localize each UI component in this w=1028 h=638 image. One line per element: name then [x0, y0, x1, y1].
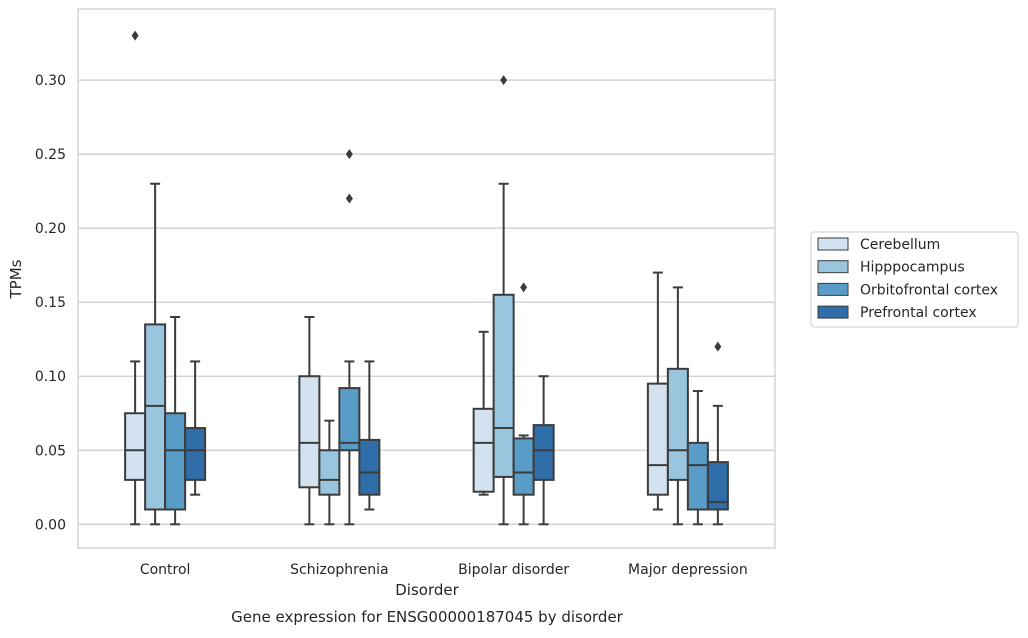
box-iqr — [164, 412, 187, 511]
legend-frame — [810, 231, 1019, 328]
box-item — [472, 330, 495, 496]
legend-label: Cerebellum — [860, 237, 940, 253]
box-item — [124, 30, 147, 526]
y-tick-label: 0.05 — [35, 443, 66, 459]
y-tick-label: 0.25 — [35, 147, 66, 163]
box-item — [318, 419, 341, 526]
x-tick-label: Control — [140, 562, 191, 578]
box-iqr — [686, 441, 709, 511]
x-tick-label: Schizophrenia — [290, 562, 388, 578]
box-item — [358, 360, 381, 511]
x-tick-label: Bipolar disorder — [458, 562, 569, 578]
x-axis-label: Disorder — [395, 581, 459, 599]
legend-swatch — [817, 260, 849, 274]
chart-caption: Gene expression for ENSG00000187045 by d… — [231, 608, 624, 626]
y-tick-labels: 0.00 0.05 0.10 0.15 0.20 0.25 0.30 — [35, 73, 66, 533]
y-tick-label: 0.10 — [35, 369, 66, 385]
box-series-layer — [124, 30, 729, 526]
series-hipppocampus — [144, 75, 689, 526]
box-item — [646, 271, 669, 511]
outlier-point — [345, 193, 353, 204]
box-iqr — [706, 461, 729, 511]
box-iqr — [144, 323, 167, 511]
box-iqr — [666, 367, 689, 481]
y-tick-label: 0.00 — [35, 517, 66, 533]
box-iqr — [318, 449, 341, 496]
y-axis-label: TPMs — [7, 259, 25, 299]
series-prefrontal-cortex — [184, 341, 729, 526]
legend-label: Prefrontal cortex — [860, 305, 977, 321]
box-item — [706, 341, 729, 526]
box-item — [532, 375, 555, 526]
outlier-point — [131, 30, 139, 41]
box-iqr — [298, 375, 321, 489]
box-item — [184, 360, 207, 496]
box-item — [338, 149, 361, 526]
y-tick-label: 0.30 — [35, 73, 66, 89]
box-iqr — [184, 427, 207, 481]
box-item — [144, 182, 167, 526]
outlier-point — [500, 75, 508, 86]
legend-swatch — [817, 305, 849, 319]
box-iqr — [646, 382, 669, 496]
box-item — [298, 316, 321, 526]
y-tick-label: 0.15 — [35, 295, 66, 311]
box-item — [492, 75, 515, 526]
outlier-point — [520, 282, 528, 293]
box-iqr — [532, 424, 555, 481]
series-cerebellum — [124, 30, 669, 526]
box-item — [666, 286, 689, 526]
x-tick-labels: Control Schizophrenia Bipolar disorder Majo… — [140, 562, 748, 578]
outlier-point — [345, 149, 353, 160]
box-iqr — [124, 412, 147, 481]
legend: Cerebellum Hipppocampus Orbitofrontal cort… — [810, 231, 1019, 328]
plot-frame — [77, 8, 776, 549]
box-iqr — [512, 437, 535, 496]
box-iqr — [472, 407, 495, 493]
y-tick-label: 0.20 — [35, 221, 66, 237]
outlier-point — [714, 341, 722, 352]
legend-label: Hipppocampus — [860, 260, 965, 276]
legend-swatch — [817, 237, 849, 251]
box-iqr — [492, 293, 515, 478]
x-tick-label: Major depression — [628, 562, 748, 578]
box-iqr — [338, 387, 361, 452]
legend-swatch — [817, 282, 849, 296]
box-iqr — [358, 438, 381, 496]
legend-label: Orbitofrontal cortex — [860, 282, 998, 298]
